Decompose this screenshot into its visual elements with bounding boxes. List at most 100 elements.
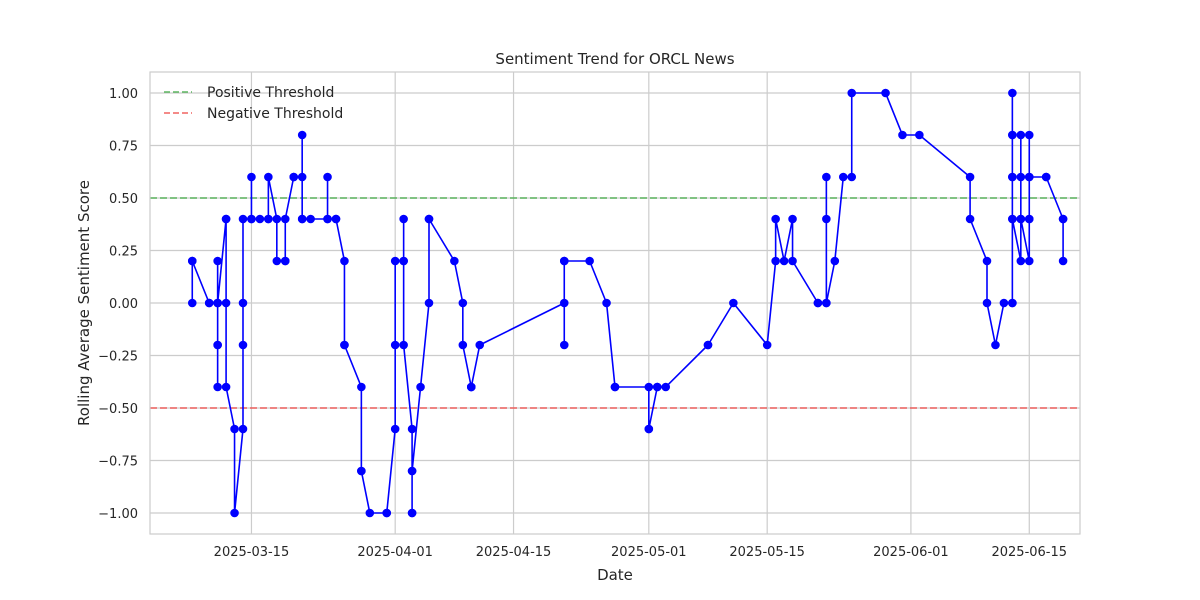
data-point bbox=[991, 340, 1000, 350]
data-point bbox=[813, 298, 823, 308]
data-point bbox=[1016, 256, 1026, 266]
data-point bbox=[213, 298, 222, 308]
data-point bbox=[365, 508, 375, 518]
data-point bbox=[1016, 130, 1026, 140]
y-axis-title: Rolling Average Sentiment Score bbox=[75, 180, 93, 426]
data-point bbox=[559, 298, 569, 308]
data-point bbox=[881, 88, 890, 98]
data-point bbox=[382, 508, 392, 518]
data-point bbox=[297, 130, 307, 140]
plot-frame bbox=[149, 71, 1081, 535]
data-point bbox=[390, 424, 400, 434]
data-point bbox=[1024, 256, 1034, 266]
data-point bbox=[280, 214, 290, 224]
data-point bbox=[297, 214, 307, 224]
y-tick-label: −1.00 bbox=[98, 507, 138, 522]
data-point bbox=[982, 256, 992, 266]
data-point bbox=[703, 340, 713, 350]
x-tick-label: 2025-06-15 bbox=[991, 545, 1067, 560]
data-point bbox=[238, 298, 248, 308]
data-point bbox=[221, 214, 231, 224]
data-point bbox=[416, 382, 425, 392]
data-point bbox=[230, 508, 239, 518]
data-point bbox=[289, 172, 299, 182]
data-point bbox=[407, 466, 417, 476]
data-point bbox=[390, 340, 400, 350]
data-point bbox=[965, 214, 975, 224]
data-point bbox=[458, 298, 468, 308]
data-point bbox=[847, 88, 857, 98]
data-point bbox=[999, 298, 1009, 308]
data-point bbox=[652, 382, 662, 392]
data-point bbox=[822, 298, 831, 308]
data-point bbox=[1024, 130, 1034, 140]
data-point bbox=[559, 256, 569, 266]
data-point bbox=[1008, 214, 1017, 224]
data-point bbox=[838, 172, 848, 182]
data-point bbox=[822, 172, 831, 182]
data-point bbox=[297, 172, 307, 182]
data-point bbox=[357, 466, 366, 476]
y-tick-label: 0.75 bbox=[109, 140, 138, 155]
data-point bbox=[221, 382, 231, 392]
y-tick-label: 1.00 bbox=[109, 87, 138, 102]
data-point bbox=[788, 256, 797, 266]
data-point bbox=[187, 298, 197, 308]
data-point bbox=[729, 298, 738, 308]
data-point bbox=[915, 130, 924, 140]
data-point bbox=[450, 256, 459, 266]
data-point bbox=[238, 424, 248, 434]
data-point bbox=[847, 172, 857, 182]
data-point bbox=[306, 214, 315, 224]
y-tick-label: −0.25 bbox=[98, 350, 138, 365]
y-tick-label: −0.75 bbox=[98, 455, 138, 470]
data-point bbox=[213, 256, 222, 266]
data-point bbox=[272, 256, 282, 266]
legend: Positive Threshold Negative Threshold bbox=[164, 85, 343, 122]
data-series bbox=[187, 88, 1068, 518]
data-point bbox=[1016, 172, 1026, 182]
data-point bbox=[1016, 214, 1026, 224]
data-point bbox=[247, 172, 256, 182]
data-point bbox=[1008, 172, 1017, 182]
x-tick-label: 2025-05-01 bbox=[611, 545, 687, 560]
x-tick-label: 2025-04-01 bbox=[357, 545, 433, 560]
data-point bbox=[830, 256, 840, 266]
data-point bbox=[238, 340, 248, 350]
data-point bbox=[458, 340, 468, 350]
x-tick-label: 2025-05-15 bbox=[729, 545, 805, 560]
y-tick-label: −0.50 bbox=[98, 402, 138, 417]
data-point bbox=[965, 172, 975, 182]
data-point bbox=[340, 340, 349, 350]
data-point bbox=[602, 298, 611, 308]
x-tick-label: 2025-06-01 bbox=[873, 545, 949, 560]
data-point bbox=[399, 214, 408, 224]
data-point bbox=[771, 256, 780, 266]
data-point bbox=[1024, 214, 1034, 224]
data-point bbox=[1058, 256, 1068, 266]
data-point bbox=[399, 256, 408, 266]
x-axis-title: Date bbox=[597, 566, 633, 584]
data-point bbox=[822, 214, 831, 224]
data-point bbox=[466, 382, 476, 392]
data-point bbox=[280, 256, 290, 266]
data-point bbox=[187, 256, 197, 266]
data-point bbox=[898, 130, 907, 140]
x-tick-label: 2025-03-15 bbox=[214, 545, 290, 560]
legend-label: Negative Threshold bbox=[207, 106, 343, 122]
data-point bbox=[779, 256, 789, 266]
data-point bbox=[559, 340, 569, 350]
data-point bbox=[982, 298, 992, 308]
data-point bbox=[644, 382, 654, 392]
data-point bbox=[204, 298, 214, 308]
data-point bbox=[255, 214, 265, 224]
data-point bbox=[1024, 172, 1034, 182]
y-tick-label: 0.00 bbox=[109, 297, 138, 312]
data-point bbox=[323, 214, 332, 224]
data-point bbox=[585, 256, 594, 266]
data-point bbox=[788, 214, 797, 224]
data-point bbox=[771, 214, 780, 224]
y-tick-label: 0.50 bbox=[109, 192, 138, 207]
data-point bbox=[331, 214, 341, 224]
data-point bbox=[264, 172, 273, 182]
